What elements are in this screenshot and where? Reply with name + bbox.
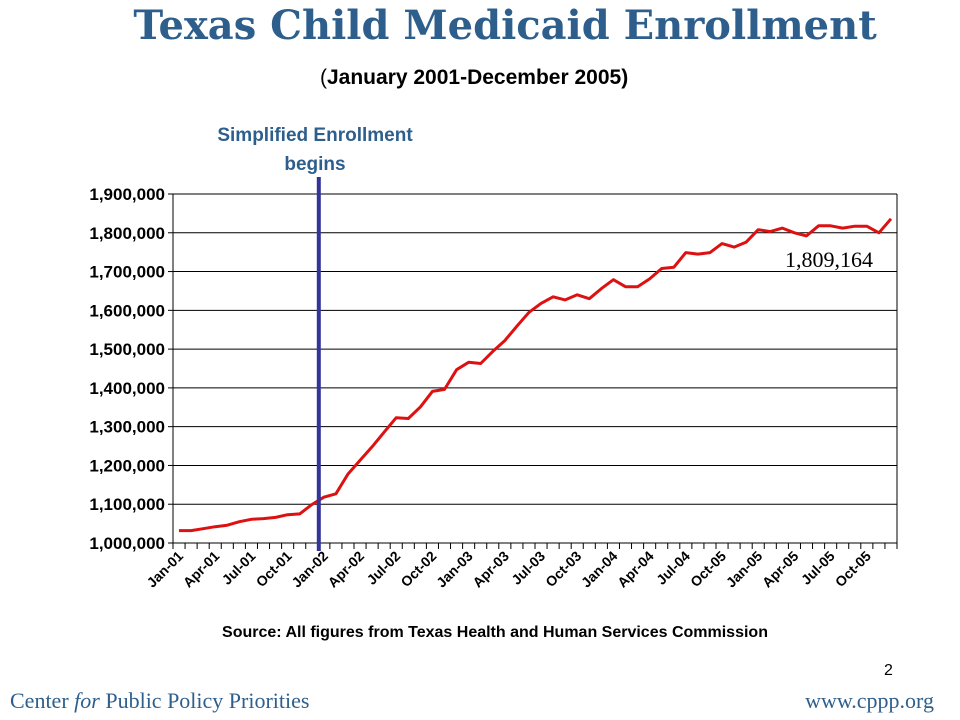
enrollment-series-line: [179, 217, 893, 533]
y-tick-label: 1,100,000: [89, 495, 165, 514]
x-tick-label: Oct-05: [687, 548, 729, 590]
y-tick-label: 1,200,000: [89, 456, 165, 475]
y-tick-label: 1,300,000: [89, 418, 165, 437]
footer-org-em: for: [74, 688, 100, 713]
marker-label-line2: begins: [284, 154, 346, 175]
x-tick-label: Jul-02: [363, 548, 403, 588]
series-layer: [179, 217, 893, 533]
x-tick-label: Apr-01: [180, 548, 223, 591]
x-tick-label: Jul-01: [219, 548, 259, 588]
y-axis: 1,000,000 1,100,000 1,200,000 1,300,000 1,40…: [89, 185, 898, 553]
x-tick-label: Apr-03: [469, 548, 512, 591]
slide-title: Texas Child Medicaid Enrollment: [133, 2, 877, 49]
footer-organization: Center for Public Policy Priorities: [10, 688, 309, 714]
y-tick-label: 1,700,000: [89, 263, 165, 282]
marker-label-line1: Simplified Enrollment: [217, 125, 413, 146]
y-tick-label: 1,400,000: [89, 379, 165, 398]
simplified-enrollment-label: Simplified Enrollment begins: [170, 121, 460, 179]
subtitle-paren: (: [320, 66, 327, 89]
x-tick-label: Apr-05: [759, 548, 802, 591]
x-tick-label: Jan-04: [578, 548, 621, 591]
x-tick-label: Jul-04: [653, 548, 693, 588]
x-tick-label: Oct-05: [832, 548, 874, 590]
final-value-annotation: 1,809,164: [785, 247, 873, 272]
x-tick-label: Jul-05: [798, 548, 838, 588]
x-tick-label: Jul-03: [508, 548, 548, 588]
x-tick-label: Oct-03: [542, 548, 584, 590]
x-axis: Jan-01Apr-01Jul-01Oct-01Jan-02Apr-02Jul-…: [143, 543, 898, 591]
x-tick-label: Oct-02: [397, 548, 439, 590]
x-tick-label: Apr-02: [324, 548, 367, 591]
y-tick-label: 1,500,000: [89, 340, 165, 359]
footer-org-post: Public Policy Priorities: [99, 688, 310, 713]
slide-number: 2: [884, 662, 893, 679]
footer-website: www.cppp.org: [805, 688, 934, 713]
subtitle-date-range: January 2001-December 2005): [327, 66, 629, 89]
annotation-layer: 1,809,164: [785, 247, 873, 272]
x-tick-label: Oct-01: [253, 548, 295, 590]
y-tick-label: 1,900,000: [89, 185, 165, 204]
chart-subtitle: (January 2001-December 2005): [320, 66, 628, 90]
y-tick-label: 1,000,000: [89, 534, 165, 553]
grid-lines: [173, 193, 897, 544]
y-tick-label: 1,600,000: [89, 301, 165, 320]
x-tick-label: Jan-05: [723, 548, 766, 591]
x-tick-label: Jan-03: [433, 548, 476, 591]
x-tick-label: Jan-01: [143, 548, 186, 591]
x-tick-label: Apr-04: [614, 548, 657, 591]
source-note: Source: All figures from Texas Health an…: [222, 624, 768, 641]
footer-org-pre: Center: [10, 688, 75, 713]
y-tick-label: 1,800,000: [89, 224, 165, 243]
x-tick-label: Jan-02: [288, 548, 331, 591]
